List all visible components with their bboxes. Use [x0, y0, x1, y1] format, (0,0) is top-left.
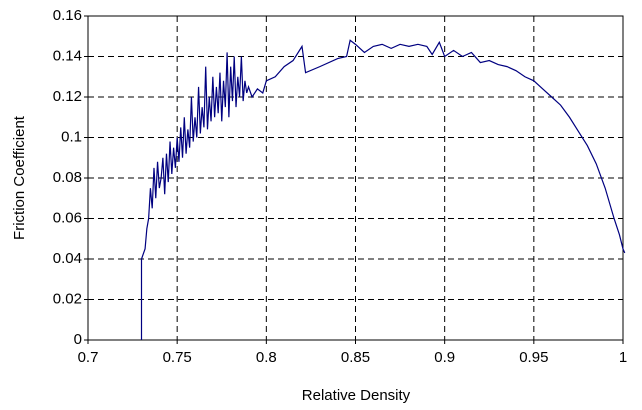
y-tick-label: 0 [74, 331, 82, 348]
y-tick-label: 0.06 [53, 209, 82, 226]
x-tick-label: 0.85 [341, 349, 370, 366]
y-tick-label: 0.16 [53, 7, 82, 24]
y-tick-label: 0.08 [53, 169, 82, 186]
x-tick-label: 0.7 [78, 349, 99, 366]
x-axis-title: Relative Density [302, 387, 411, 404]
x-tick-label: 0.95 [519, 349, 548, 366]
x-tick-label: 0.8 [256, 349, 277, 366]
y-tick-label: 0.04 [53, 250, 82, 267]
x-tick-label: 0.75 [163, 349, 192, 366]
y-tick-label: 0.12 [53, 88, 82, 105]
y-tick-label: 0.14 [53, 47, 82, 64]
y-tick-label: 0.1 [61, 128, 82, 145]
data-line [140, 39, 626, 340]
y-axis-title: Friction Coefficient [11, 115, 28, 240]
x-tick-label: 0.9 [434, 349, 455, 366]
x-tick-label: 1 [619, 349, 627, 366]
plot-frame [87, 15, 624, 341]
y-tick-label: 0.02 [53, 290, 82, 307]
